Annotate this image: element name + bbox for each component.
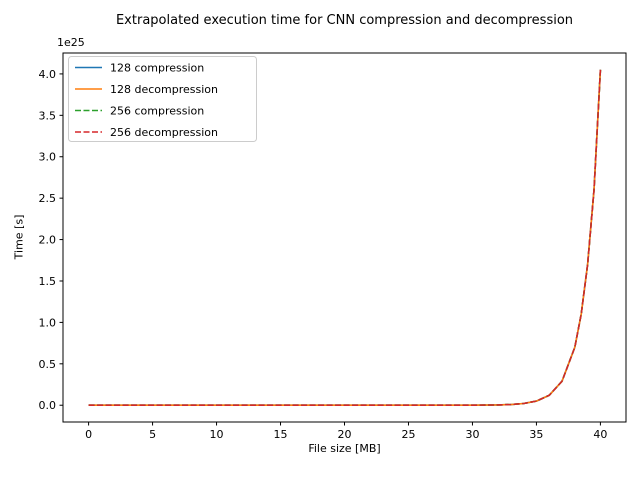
x-tick-label: 20 <box>338 428 352 441</box>
x-tick-label: 40 <box>593 428 607 441</box>
y-tick-label: 1.0 <box>39 316 57 329</box>
y-tick-label: 0.5 <box>39 358 57 371</box>
y-tick-label: 2.0 <box>39 234 57 247</box>
legend-label: 256 compression <box>110 105 204 118</box>
legend-frame <box>68 56 257 142</box>
x-tick-label: 0 <box>85 428 92 441</box>
y-axis-label: Time [s] <box>12 214 26 260</box>
y-tick-label: 2.5 <box>39 192 57 205</box>
x-tick-label: 15 <box>274 428 288 441</box>
y-tick-label: 1.5 <box>39 275 57 288</box>
x-tick-label: 35 <box>529 428 543 441</box>
x-axis-label: File size [MB] <box>308 442 381 455</box>
legend-item: 256 decompression <box>75 126 218 139</box>
y-tick-label: 3.5 <box>39 109 57 122</box>
legend-label: 128 decompression <box>110 83 218 96</box>
y-tick-label: 4.0 <box>39 68 57 81</box>
x-tick-label: 10 <box>210 428 224 441</box>
chart-title: Extrapolated execution time for CNN comp… <box>115 13 574 28</box>
x-tick-label: 5 <box>149 428 156 441</box>
legend-label: 256 decompression <box>110 126 218 139</box>
y-tick-label: 3.0 <box>39 151 57 164</box>
legend-item: 256 compression <box>75 105 204 118</box>
legend-item: 128 decompression <box>75 83 218 96</box>
legend-label: 128 compression <box>110 62 204 75</box>
y-offset-label: 1e25 <box>57 36 85 49</box>
y-tick-label: 0.0 <box>39 399 57 412</box>
legend-item: 128 compression <box>75 62 204 75</box>
x-tick-label: 30 <box>465 428 479 441</box>
series-line-256-decompression <box>88 69 602 407</box>
legend: 128 compression 128 decompression 256 comp… <box>68 56 257 142</box>
x-tick-label: 25 <box>401 428 415 441</box>
